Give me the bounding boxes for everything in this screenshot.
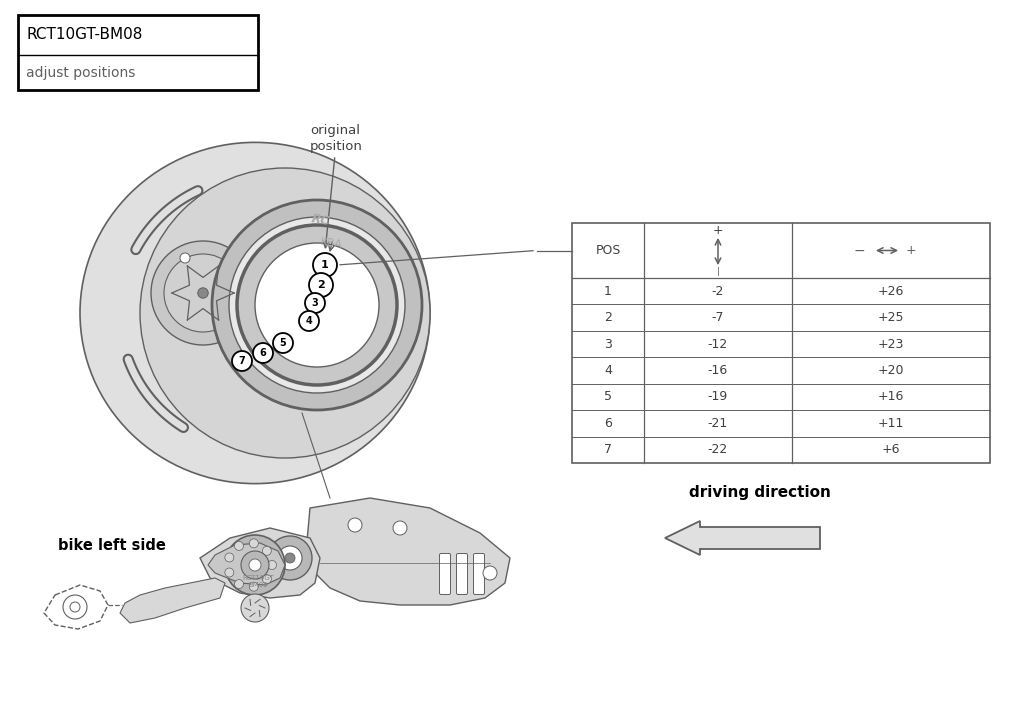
Circle shape xyxy=(253,343,273,363)
Text: 6: 6 xyxy=(260,348,266,358)
Circle shape xyxy=(241,594,269,622)
Text: -12: -12 xyxy=(708,337,728,351)
Text: 5: 5 xyxy=(604,391,612,404)
Circle shape xyxy=(235,541,244,550)
Circle shape xyxy=(164,254,242,332)
Circle shape xyxy=(262,575,271,584)
Circle shape xyxy=(151,241,255,345)
Text: KBA: KBA xyxy=(320,237,343,250)
Text: 3: 3 xyxy=(312,298,318,308)
Text: +: + xyxy=(905,244,916,257)
Circle shape xyxy=(63,595,87,619)
Circle shape xyxy=(70,602,80,612)
Circle shape xyxy=(278,546,302,570)
Circle shape xyxy=(180,253,190,263)
Circle shape xyxy=(255,243,379,367)
Text: -21: -21 xyxy=(708,417,728,430)
Circle shape xyxy=(267,560,276,570)
Text: 1: 1 xyxy=(321,260,329,270)
Circle shape xyxy=(225,553,234,562)
Text: 5: 5 xyxy=(279,338,287,348)
FancyBboxPatch shape xyxy=(473,553,485,595)
Circle shape xyxy=(198,288,208,298)
Circle shape xyxy=(247,557,263,573)
Text: -22: -22 xyxy=(708,443,728,456)
Circle shape xyxy=(225,568,234,577)
Circle shape xyxy=(299,311,319,331)
FancyBboxPatch shape xyxy=(456,553,467,595)
FancyArrow shape xyxy=(665,521,820,555)
Text: 1: 1 xyxy=(605,284,612,298)
Text: 7: 7 xyxy=(604,443,612,456)
Text: |: | xyxy=(716,267,719,277)
Text: -7: -7 xyxy=(712,311,724,324)
Text: RCT10GT: RCT10GT xyxy=(242,575,274,581)
Text: +16: +16 xyxy=(878,391,904,404)
Circle shape xyxy=(393,521,407,535)
Text: original
position: original position xyxy=(310,124,363,153)
Circle shape xyxy=(235,580,244,588)
Circle shape xyxy=(348,518,362,532)
Text: -19: -19 xyxy=(708,391,728,404)
Circle shape xyxy=(249,539,258,548)
Text: +11: +11 xyxy=(878,417,904,430)
Circle shape xyxy=(249,559,261,571)
Text: 4: 4 xyxy=(605,364,612,377)
Circle shape xyxy=(232,351,252,371)
Text: +20: +20 xyxy=(878,364,904,377)
Text: +25: +25 xyxy=(878,311,904,324)
Text: +26: +26 xyxy=(878,284,904,298)
Circle shape xyxy=(273,333,293,353)
Circle shape xyxy=(237,225,397,385)
Text: 2: 2 xyxy=(605,311,612,324)
Circle shape xyxy=(212,200,422,410)
Polygon shape xyxy=(200,528,320,598)
Circle shape xyxy=(285,553,295,563)
Circle shape xyxy=(262,546,271,555)
Circle shape xyxy=(313,253,337,277)
Circle shape xyxy=(268,536,312,580)
Polygon shape xyxy=(120,578,225,623)
Text: BM08: BM08 xyxy=(248,582,268,588)
Circle shape xyxy=(225,535,285,595)
Circle shape xyxy=(140,168,430,458)
Text: +6: +6 xyxy=(882,443,900,456)
Bar xyxy=(572,223,990,463)
Circle shape xyxy=(309,273,333,297)
Text: +23: +23 xyxy=(878,337,904,351)
Circle shape xyxy=(249,583,258,591)
Text: 7: 7 xyxy=(239,356,246,366)
FancyBboxPatch shape xyxy=(440,553,450,595)
Polygon shape xyxy=(44,585,108,629)
Circle shape xyxy=(237,547,273,583)
Ellipse shape xyxy=(80,143,430,483)
Text: RCT10GT-BM08: RCT10GT-BM08 xyxy=(26,27,142,42)
Polygon shape xyxy=(208,543,285,585)
Polygon shape xyxy=(305,498,510,605)
Text: driving direction: driving direction xyxy=(689,486,831,501)
Text: 4: 4 xyxy=(306,316,312,326)
Circle shape xyxy=(229,217,405,393)
Text: POS: POS xyxy=(595,244,621,257)
Text: RC: RC xyxy=(310,212,331,228)
Text: −: − xyxy=(853,244,865,257)
Text: -16: -16 xyxy=(708,364,728,377)
Text: bike left side: bike left side xyxy=(58,538,166,553)
Circle shape xyxy=(483,566,497,580)
Text: 3: 3 xyxy=(605,337,612,351)
Text: adjust positions: adjust positions xyxy=(26,66,135,80)
Text: -2: -2 xyxy=(712,284,724,298)
Circle shape xyxy=(241,551,269,579)
Text: +: + xyxy=(712,225,723,237)
Circle shape xyxy=(305,293,325,313)
Text: 6: 6 xyxy=(605,417,612,430)
Text: 2: 2 xyxy=(317,280,325,290)
Bar xyxy=(18,15,258,90)
